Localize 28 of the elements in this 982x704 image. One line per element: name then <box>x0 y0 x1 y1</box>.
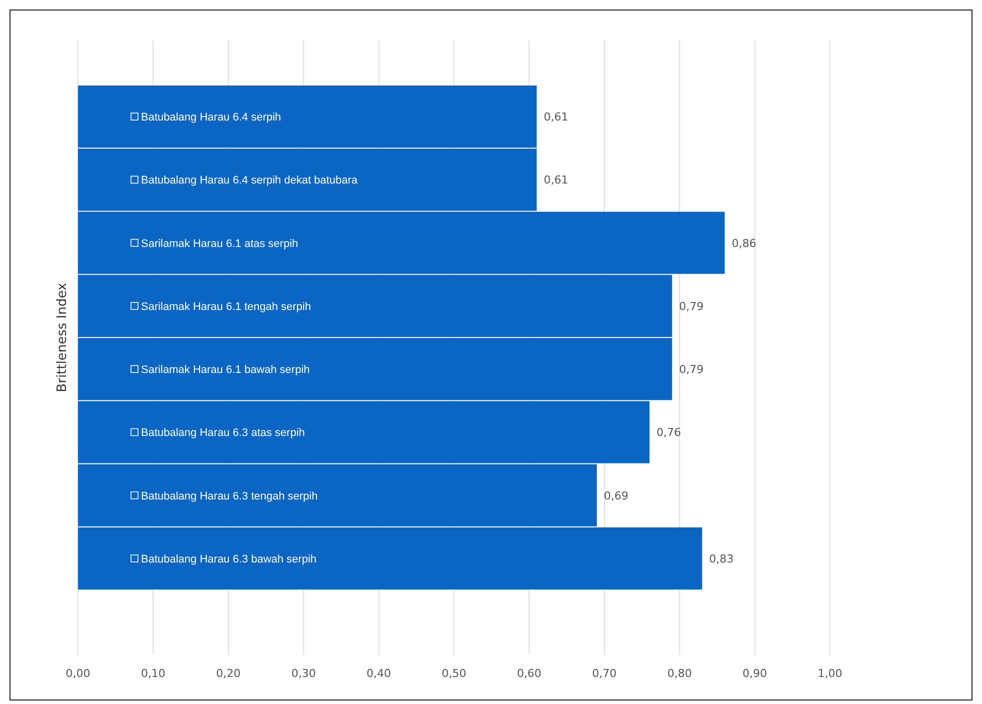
data-label: 0,79 <box>679 363 704 376</box>
y-tick-label: Sarilamak Harau 6.1 tengah serpih <box>141 300 311 313</box>
data-label: 0,69 <box>604 489 628 502</box>
y-axis-title: Brittleness Index <box>55 282 70 392</box>
data-label: 0,61 <box>544 174 568 187</box>
x-tick-label: 0,70 <box>592 667 617 680</box>
data-label: 0,76 <box>656 426 682 440</box>
x-tick-label: 0,40 <box>366 667 392 680</box>
data-label: 0,86 <box>732 236 756 250</box>
y-tick-label: Batubalang Harau 6.4 serpih <box>141 112 282 124</box>
x-tick-label: 0,80 <box>667 667 692 680</box>
y-tick-label: Sarilamak Harau 6.1 bawah serpih <box>141 364 310 376</box>
y-tick-label: Sarilamak Harau 6.1 atas serpih <box>141 238 298 250</box>
x-tick-label: 0,50 <box>442 667 466 680</box>
y-tick-label: Batubalang Harau 6.3 atas serpih <box>141 427 305 440</box>
x-tick-label: 1,00 <box>818 667 842 680</box>
x-tick-label: 0,60 <box>516 667 542 680</box>
data-label: 0,61 <box>544 110 568 124</box>
x-tick-label: 0,90 <box>742 667 768 680</box>
data-label: 0,79 <box>679 300 704 313</box>
x-tick-label: 0,10 <box>140 667 166 680</box>
x-tick-label: 0,20 <box>216 667 241 680</box>
x-tick-label: 0,00 <box>66 667 90 680</box>
x-tick-label: 0,30 <box>291 667 316 680</box>
data-label: 0,83 <box>709 552 734 566</box>
y-tick-label: Batubalang Harau 6.3 tengah serpih <box>141 490 318 502</box>
y-tick-label: Batubalang Harau 6.4 serpih dekat batubara <box>141 174 358 187</box>
y-tick-label: Batubalang Harau 6.3 bawah serpih <box>141 553 317 566</box>
